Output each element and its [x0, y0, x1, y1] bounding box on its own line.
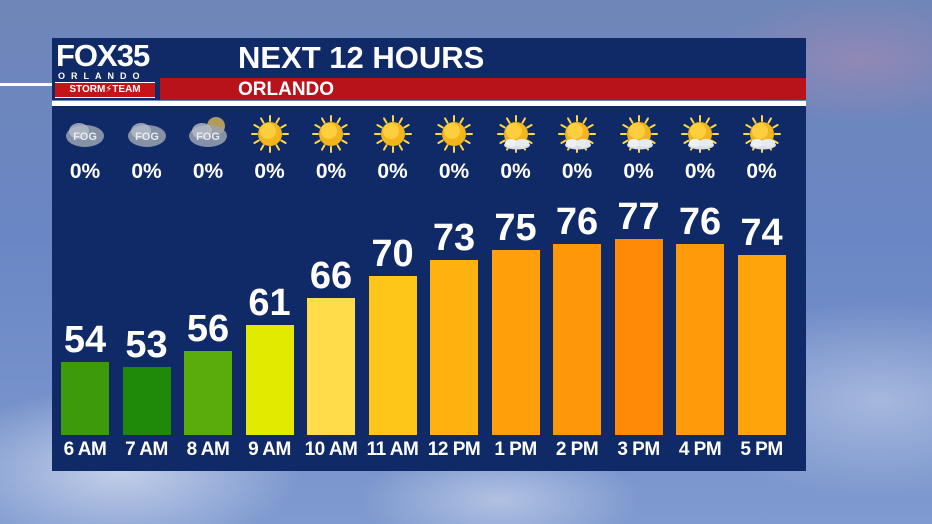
precip-chance: 0%: [746, 160, 777, 183]
hour-label: 6 AM: [63, 439, 107, 460]
location-label: ORLANDO: [238, 79, 335, 100]
hour-column: 0% 61 9 AM: [239, 106, 301, 471]
hour-label: 7 AM: [125, 439, 168, 460]
fog-icon: FOG: [65, 114, 105, 154]
temperature-bar: [368, 276, 417, 435]
hour-column: 0% 75 1 PM: [485, 106, 547, 471]
hour-column: FOG 0% 53 7 AM: [116, 106, 178, 471]
sunny-icon: [311, 114, 351, 154]
fog-icon: FOG: [127, 114, 167, 154]
temperature-bar: [245, 324, 294, 435]
station-logo: FOX35 ORLANDO STORM⚡TEAM: [52, 38, 160, 100]
header: FOX35 ORLANDO STORM⚡TEAM NEXT 12 HOURS O…: [52, 38, 806, 100]
svg-text:FOG: FOG: [196, 131, 220, 143]
precip-chance: 0%: [500, 160, 531, 183]
precip-chance: 0%: [192, 160, 224, 183]
temperature-bar: [61, 362, 109, 435]
precip-chance: 0%: [684, 160, 716, 183]
location-bar: ORLANDO: [160, 78, 806, 100]
precip-chance: 0%: [377, 160, 408, 183]
precip-chance: 0%: [438, 160, 470, 183]
temperature-label: 77: [617, 196, 660, 238]
hour-label: 11 AM: [366, 439, 419, 460]
forecast-panel: FOG 0% 54 6 AM FOG 0% 53 7 AM FOG 0% 56 8 AM 0% 61 9 A…: [52, 106, 806, 471]
temperature-label: 53: [125, 324, 168, 367]
temperature-label: 61: [248, 281, 291, 324]
temperature-label: 76: [555, 201, 599, 244]
svg-text:FOG: FOG: [135, 131, 159, 143]
svg-text:FOG: FOG: [73, 131, 97, 143]
temperature-label: 54: [63, 319, 107, 362]
partly-sunny-icon: [742, 114, 782, 154]
hour-column: 0% 66 10 AM: [300, 106, 362, 471]
hour-column: 0% 74 5 PM: [731, 106, 793, 471]
hour-column: 0% 73 12 PM: [423, 106, 485, 471]
temperature-label: 73: [432, 217, 476, 260]
temperature-bar: [307, 297, 355, 435]
sunny-icon: [373, 114, 413, 154]
precip-chance: 0%: [131, 160, 162, 183]
hour-column: FOG 0% 54 6 AM: [54, 106, 116, 471]
hour-column: 0% 70 11 AM: [362, 106, 424, 471]
partly-sunny-icon: [557, 114, 597, 154]
precip-chance: 0%: [315, 160, 347, 183]
hour-label: 3 PM: [617, 439, 660, 460]
logo-city: ORLANDO: [58, 71, 146, 81]
temperature-label: 56: [186, 308, 230, 351]
logo-text: FOX35: [56, 38, 150, 73]
temperature-bar: [676, 244, 724, 435]
temperature-bar: [553, 244, 601, 435]
precip-chance: 0%: [623, 160, 654, 183]
hour-label: 2 PM: [555, 439, 599, 460]
hour-column: 0% 76 2 PM: [546, 106, 608, 471]
temperature-bar: [491, 249, 540, 435]
partly-sunny-icon: [619, 114, 659, 154]
hour-column: FOG 0% 56 8 AM: [177, 106, 239, 471]
header-divider: [52, 101, 806, 106]
sunny-icon: [434, 114, 474, 154]
temperature-bar: [122, 367, 171, 435]
hour-column: 0% 77 3 PM: [608, 106, 670, 471]
hour-label: 4 PM: [678, 439, 722, 460]
precip-chance: 0%: [69, 160, 101, 183]
logo-team: STORM⚡TEAM: [55, 82, 155, 98]
hour-label: 8 AM: [186, 439, 230, 460]
left-accent-line: [0, 83, 52, 86]
hour-label: 10 AM: [304, 439, 358, 460]
temperature-bar: [430, 260, 478, 435]
fog-icon: FOG: [188, 114, 228, 154]
temperature-label: 74: [740, 212, 783, 255]
page-title: NEXT 12 HOURS: [238, 40, 485, 75]
temperature-label: 66: [309, 254, 353, 297]
temperature-label: 70: [371, 233, 414, 276]
partly-sunny-icon: [680, 114, 720, 154]
precip-chance: 0%: [254, 160, 285, 183]
hour-label: 9 AM: [248, 439, 291, 460]
temperature-label: 75: [494, 206, 537, 249]
temperature-bar: [737, 255, 786, 435]
hour-column: 0% 76 4 PM: [669, 106, 731, 471]
hour-label: 12 PM: [427, 439, 481, 460]
partly-sunny-icon: [496, 114, 536, 154]
temperature-bar: [614, 239, 663, 435]
temperature-label: 76: [678, 201, 722, 244]
sunny-icon: [250, 114, 290, 154]
temperature-bar: [184, 351, 232, 435]
hour-label: 5 PM: [740, 439, 783, 460]
title-bar: NEXT 12 HOURS: [160, 38, 806, 78]
precip-chance: 0%: [561, 160, 593, 183]
hour-label: 1 PM: [494, 439, 537, 460]
